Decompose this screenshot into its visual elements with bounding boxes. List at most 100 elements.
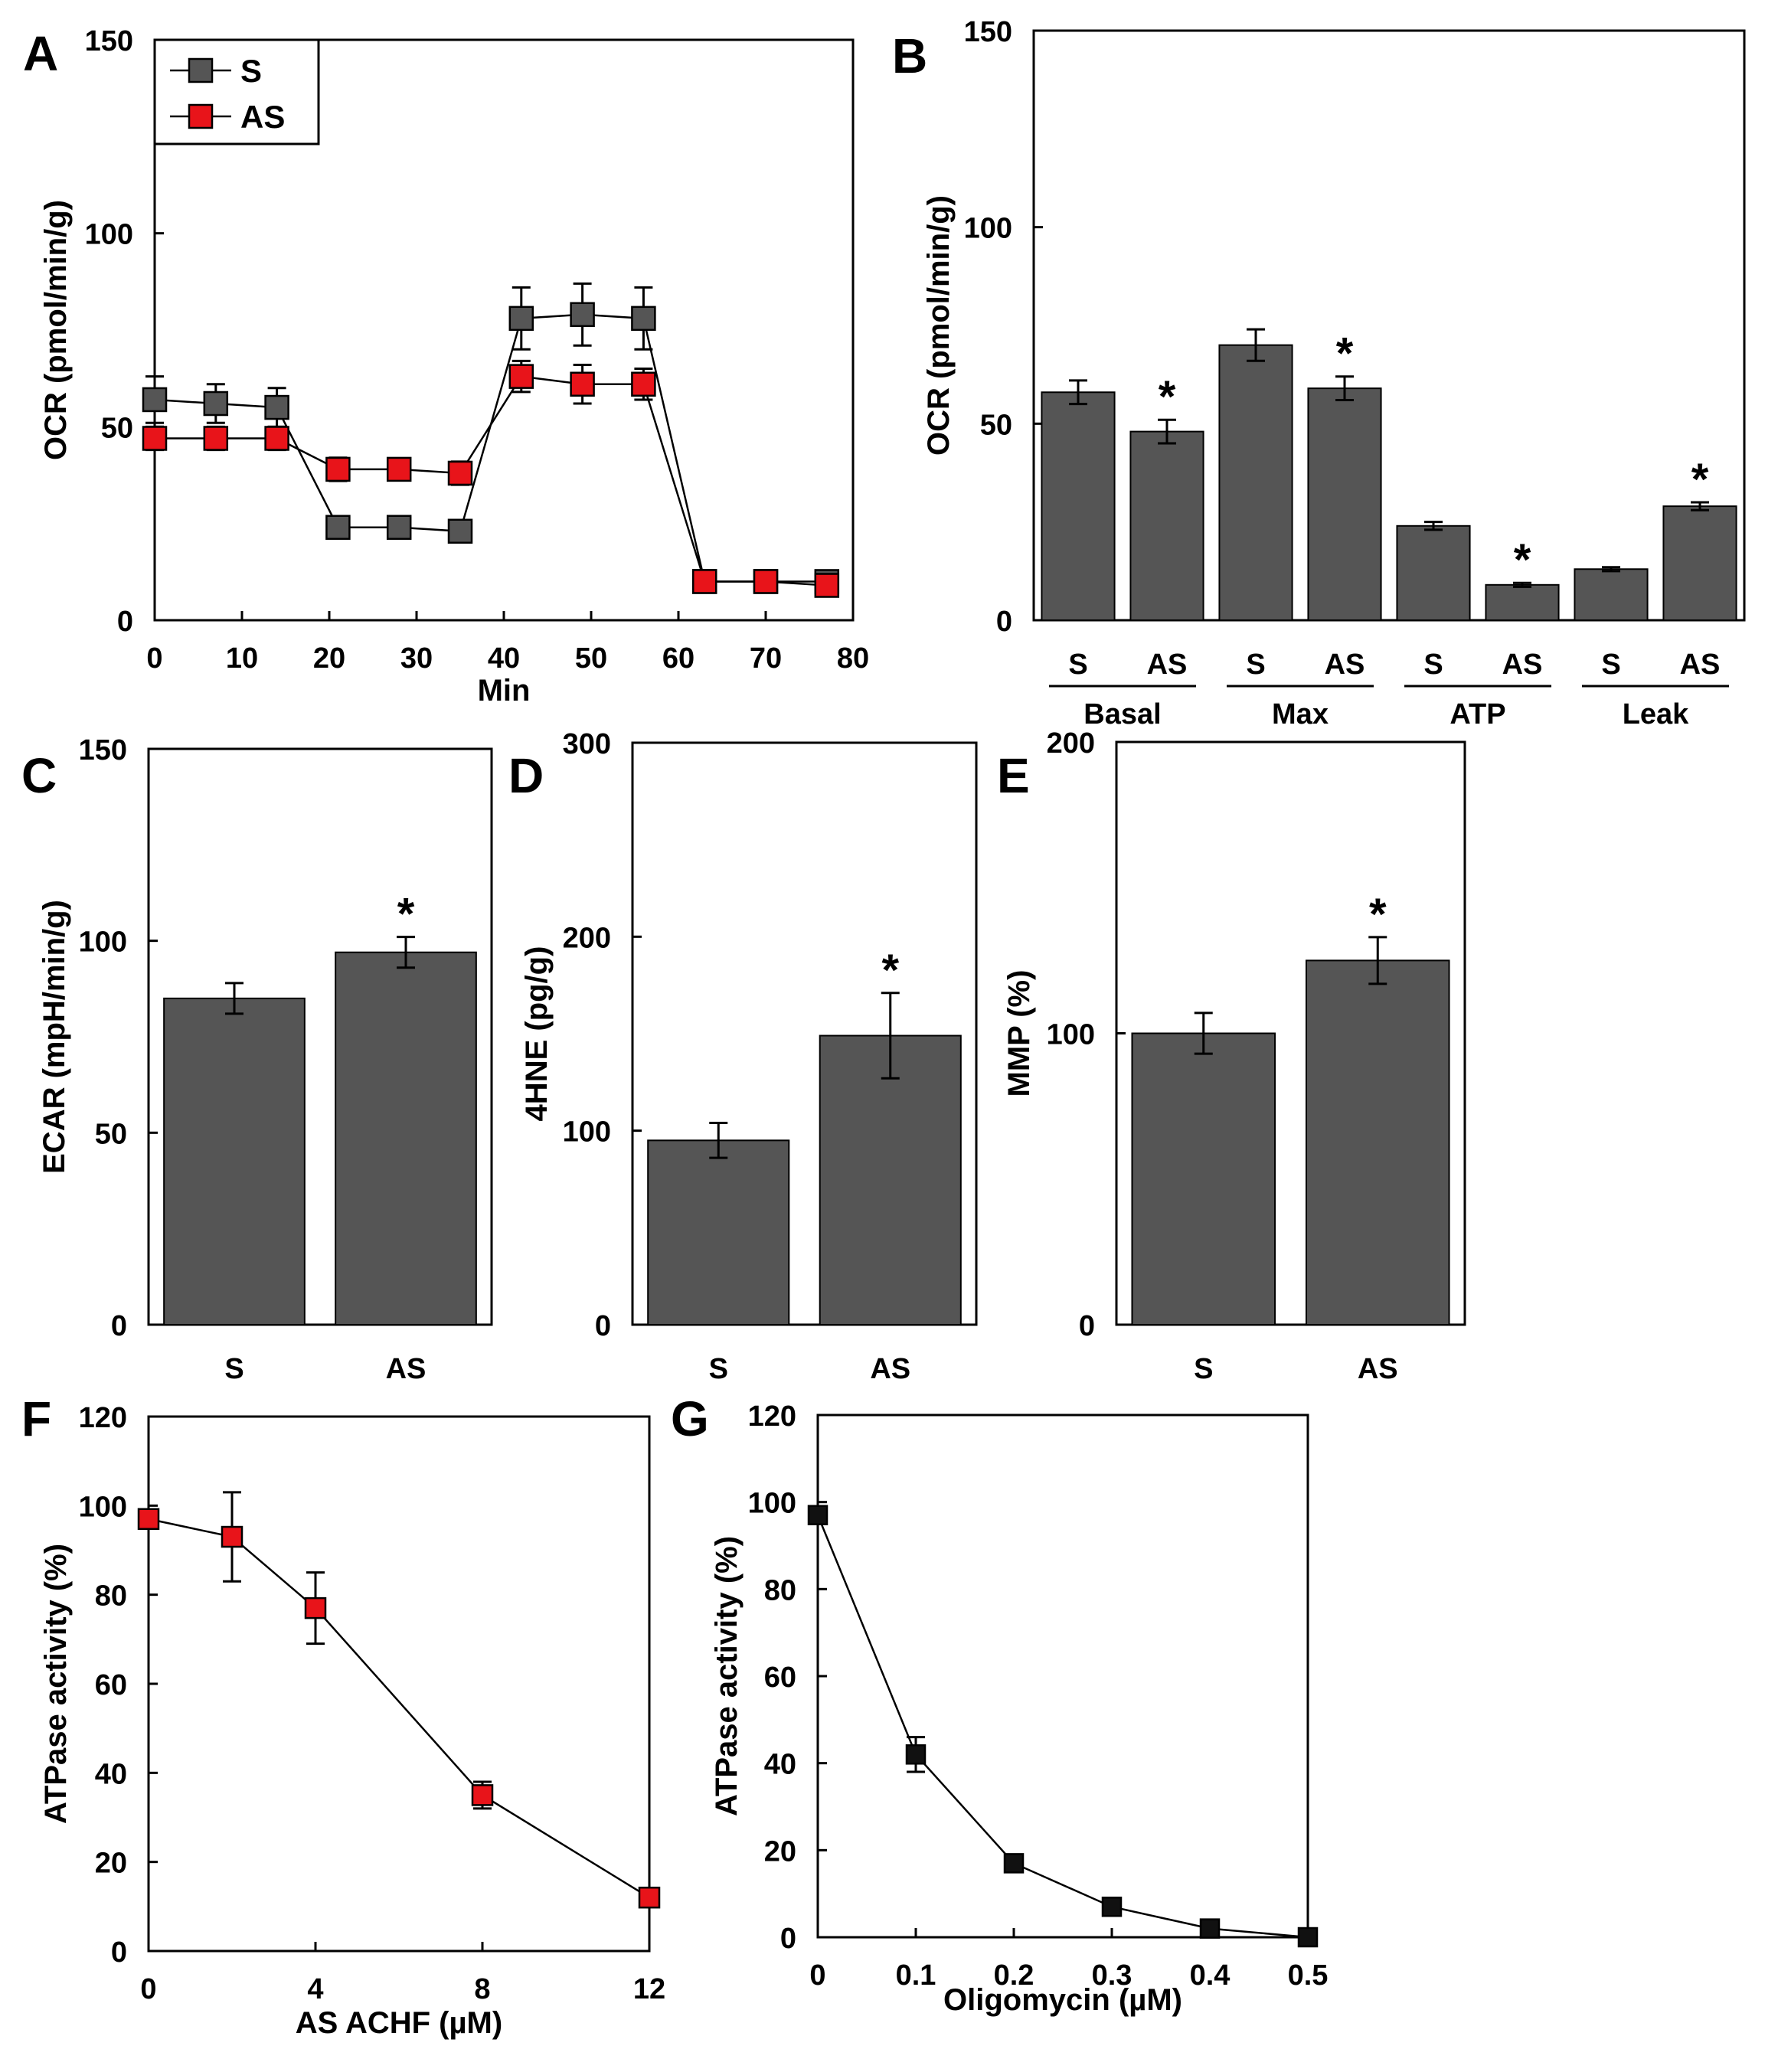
x-category-label: S <box>1194 1353 1213 1385</box>
legend-swatch <box>188 103 214 129</box>
x-tick-label: 50 <box>575 642 607 675</box>
data-point-AS <box>264 426 289 451</box>
bar-S <box>1041 391 1116 621</box>
y-tick-label: 0 <box>780 1923 796 1955</box>
y-tick-label: 100 <box>964 213 1012 245</box>
y-tick-label: 120 <box>748 1400 796 1433</box>
data-point-AS ACHF <box>471 1784 494 1806</box>
x-tick-label: 0.1 <box>896 1959 936 1992</box>
data-point-AS <box>325 456 351 482</box>
group-label: Max <box>1272 698 1329 730</box>
y-tick-label: 100 <box>748 1488 796 1520</box>
group-label: Basal <box>1083 698 1161 730</box>
y-tick-label: 20 <box>95 1848 127 1880</box>
bar-AS <box>335 951 477 1325</box>
y-tick-label: 0 <box>111 1310 127 1342</box>
significance-marker: * <box>1691 455 1709 505</box>
significance-marker: * <box>1514 535 1531 585</box>
x-tick-label: 20 <box>313 642 345 675</box>
x-axis-title: Min <box>478 674 531 708</box>
y-tick-label: 0 <box>595 1310 611 1342</box>
y-tick-label: 60 <box>95 1669 127 1701</box>
legend-box <box>153 38 320 145</box>
y-tick-label: 120 <box>79 1402 127 1434</box>
panel-label-B: B <box>892 28 927 83</box>
panel-label-C: C <box>21 748 57 803</box>
x-tick-label: 0.3 <box>1092 1959 1132 1992</box>
significance-marker: * <box>1336 329 1354 379</box>
y-tick-label: 150 <box>79 734 127 766</box>
x-category-label: S <box>1423 649 1443 681</box>
plot-frame-D <box>631 741 978 1326</box>
series-line-S <box>154 313 827 583</box>
y-tick-label: 50 <box>101 412 133 444</box>
data-point-AS <box>142 426 168 451</box>
bar-AS <box>819 1034 962 1325</box>
significance-marker: * <box>397 890 415 940</box>
x-tick-label: 0.5 <box>1288 1959 1329 1992</box>
bar-S <box>1574 568 1649 621</box>
x-category-label: AS <box>870 1353 910 1385</box>
x-axis-title: Oligomycin (µM) <box>943 1983 1182 2017</box>
x-category-label: S <box>1068 649 1087 681</box>
y-tick-label: 0 <box>111 1936 127 1969</box>
y-tick-label: 40 <box>764 1749 796 1781</box>
x-tick-label: 80 <box>837 642 869 675</box>
y-tick-label: 0 <box>1079 1310 1095 1342</box>
y-tick-label: 20 <box>764 1835 796 1868</box>
data-point-AS ACHF <box>304 1596 327 1619</box>
data-point-AS ACHF <box>221 1525 243 1548</box>
data-point-Oligomycin <box>1199 1918 1221 1939</box>
bar-S <box>1218 344 1293 621</box>
group-label: Leak <box>1623 698 1689 730</box>
y-tick-label: 300 <box>563 728 611 760</box>
bar-S <box>647 1139 790 1326</box>
y-tick-label: 60 <box>764 1662 796 1694</box>
data-point-AS <box>814 573 840 598</box>
data-point-AS <box>447 460 473 486</box>
data-point-S <box>508 306 534 332</box>
y-axis-title: ATPase activity (%) <box>710 1536 744 1816</box>
panel-label-F: F <box>21 1391 51 1446</box>
group-label: ATP <box>1450 698 1505 730</box>
data-point-AS <box>386 456 412 482</box>
y-axis-title: ECAR (mpH/min/g) <box>38 900 71 1174</box>
y-tick-label: 80 <box>95 1580 127 1613</box>
data-point-S <box>142 387 168 413</box>
x-axis-title: AS ACHF (µM) <box>296 2006 502 2040</box>
x-tick-label: 30 <box>400 642 433 675</box>
y-tick-label: 100 <box>85 219 133 251</box>
series-line-AS ACHF <box>148 1518 650 1899</box>
data-point-AS <box>753 569 779 594</box>
x-tick-label: 70 <box>750 642 782 675</box>
bar-S <box>1396 525 1471 621</box>
y-tick-label: 0 <box>996 606 1012 638</box>
y-tick-label: 100 <box>79 927 127 959</box>
x-tick-label: 40 <box>488 642 520 675</box>
x-tick-label: 12 <box>633 1973 665 2005</box>
x-tick-label: 0.2 <box>994 1959 1034 1992</box>
bar-AS <box>1485 583 1560 621</box>
y-axis-title: 4HNE (pg/g) <box>520 946 554 1122</box>
significance-marker: * <box>1369 890 1387 940</box>
x-tick-label: 0.4 <box>1190 1959 1231 1992</box>
y-tick-label: 80 <box>764 1574 796 1606</box>
x-category-label: S <box>1601 649 1620 681</box>
data-point-S <box>447 518 473 544</box>
significance-marker: * <box>881 946 899 995</box>
x-tick-label: 8 <box>474 1973 490 2005</box>
y-tick-label: 200 <box>563 922 611 954</box>
y-tick-label: 50 <box>980 409 1012 441</box>
x-tick-label: 0 <box>140 1973 156 2005</box>
significance-marker: * <box>1159 372 1176 422</box>
bar-S <box>1131 1032 1276 1325</box>
x-category-label: AS <box>1680 649 1721 681</box>
y-tick-label: 0 <box>117 606 133 638</box>
y-axis-title: ATPase activity (%) <box>39 1544 73 1824</box>
data-point-AS <box>631 371 656 397</box>
x-tick-label: 10 <box>226 642 258 675</box>
x-category-label: S <box>709 1353 728 1385</box>
y-tick-label: 50 <box>95 1118 127 1150</box>
data-point-Oligomycin <box>1297 1927 1319 1948</box>
